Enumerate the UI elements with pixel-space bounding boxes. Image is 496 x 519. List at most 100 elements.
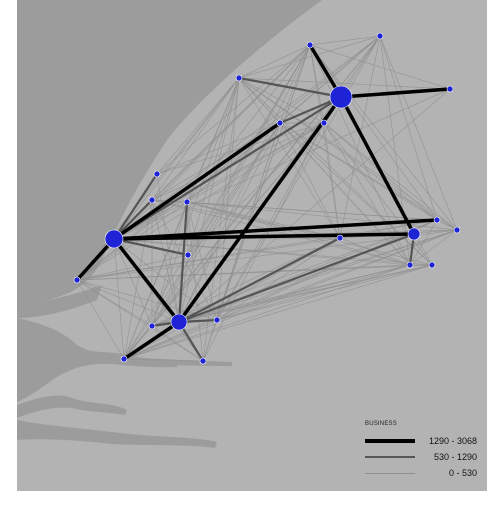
edge-medium <box>178 237 341 323</box>
node-dlf <box>148 322 156 330</box>
edge-minor <box>151 77 240 327</box>
edge-minor <box>309 44 341 239</box>
edge-minor <box>379 35 411 266</box>
node-mar <box>406 261 414 269</box>
edge-minor <box>309 44 451 90</box>
node-hlm <box>320 119 328 127</box>
node-gou <box>213 316 221 324</box>
edge-minor <box>186 201 411 266</box>
edge-minor <box>178 44 311 323</box>
edge-minor <box>178 77 240 323</box>
edge-minor <box>339 237 411 266</box>
edge-major <box>123 320 180 361</box>
edge-minor <box>238 77 451 90</box>
edge-minor <box>216 219 438 321</box>
edge-minor <box>151 199 218 321</box>
node-ijm <box>276 119 284 127</box>
edge-minor <box>186 122 325 203</box>
major-edges-layer <box>75 44 451 361</box>
edge-minor <box>151 237 341 327</box>
edge-minor <box>216 264 411 321</box>
edge-medium <box>238 76 342 99</box>
nodes-layer <box>73 32 461 365</box>
edge-minor <box>379 35 438 221</box>
node-hfd <box>153 170 161 178</box>
legend-label-minor: 0 - 530 <box>448 468 477 478</box>
edge-major <box>112 237 181 324</box>
edge-minor <box>216 35 381 321</box>
edge-minor <box>339 35 381 239</box>
edge-medium <box>177 201 189 323</box>
edge-minor <box>151 199 341 239</box>
edge-major <box>113 218 438 241</box>
legend-swatch-major <box>365 439 415 443</box>
edge-minor <box>156 44 311 175</box>
legend-item-medium: 530 - 1290 <box>365 451 477 463</box>
edge-minor <box>76 237 341 281</box>
node-ham <box>306 41 314 49</box>
edge-medium <box>113 96 342 240</box>
node-dh1 <box>73 276 81 284</box>
edge-minor <box>436 219 458 231</box>
edge-minor <box>409 229 458 266</box>
legend-item-minor: 0 - 530 <box>365 467 477 479</box>
node-ams2 <box>446 85 454 93</box>
node-dor <box>120 355 128 363</box>
edge-minor <box>123 358 204 362</box>
edge-minor <box>123 264 411 360</box>
edge-minor <box>186 201 458 231</box>
edge-minor <box>76 77 240 281</box>
edge-minor <box>216 77 240 321</box>
edge-medium <box>113 173 158 240</box>
edge-minor <box>113 77 240 240</box>
legend-label-major: 1290 - 3068 <box>428 436 477 446</box>
edge-minor <box>186 201 341 239</box>
edge-minor <box>409 219 438 266</box>
edge-minor <box>216 122 281 321</box>
edge-minor <box>238 77 341 239</box>
edge-minor <box>151 44 311 327</box>
node-spi <box>199 357 207 365</box>
node-lei <box>104 229 124 249</box>
edge-major <box>112 121 282 241</box>
node-zoe <box>184 251 192 259</box>
edge-minor <box>76 254 189 281</box>
node-alk <box>235 74 243 82</box>
river-channel-far-south <box>17 420 217 448</box>
edge-minor <box>113 122 325 240</box>
edge-minor <box>151 199 411 266</box>
edge-minor <box>238 77 438 221</box>
edge-minor <box>123 229 458 360</box>
edge-minor <box>113 238 218 321</box>
node-zaa <box>376 32 384 40</box>
node-ald <box>336 234 344 242</box>
edge-minor <box>238 44 311 79</box>
edge-minor <box>76 279 125 360</box>
edge-minor <box>113 238 125 360</box>
node-vla <box>148 196 156 204</box>
edge-minor <box>151 77 240 201</box>
river-mouth-north <box>17 285 102 318</box>
edge-minor <box>76 279 204 362</box>
edge-minor <box>151 122 281 327</box>
legend-item-major: 1290 - 3068 <box>365 435 477 447</box>
edge-minor <box>123 219 438 360</box>
edge-minor <box>323 122 458 231</box>
node-mor <box>453 226 461 234</box>
edge-minor <box>216 237 341 321</box>
edge-minor <box>151 219 438 327</box>
node-lis <box>183 198 191 206</box>
edge-minor <box>186 201 204 362</box>
edge-minor <box>202 122 325 362</box>
network-map[interactable] <box>17 0 487 491</box>
edge-minor <box>216 229 458 321</box>
edge-minor <box>123 199 153 360</box>
legend-swatch-minor <box>365 473 415 474</box>
node-wer <box>428 261 436 269</box>
edge-minor <box>309 35 381 46</box>
edge-minor <box>76 279 180 323</box>
edge-minor <box>379 35 458 231</box>
edge-minor <box>151 325 204 362</box>
edge-minor <box>123 319 218 360</box>
node-hil <box>433 216 441 224</box>
